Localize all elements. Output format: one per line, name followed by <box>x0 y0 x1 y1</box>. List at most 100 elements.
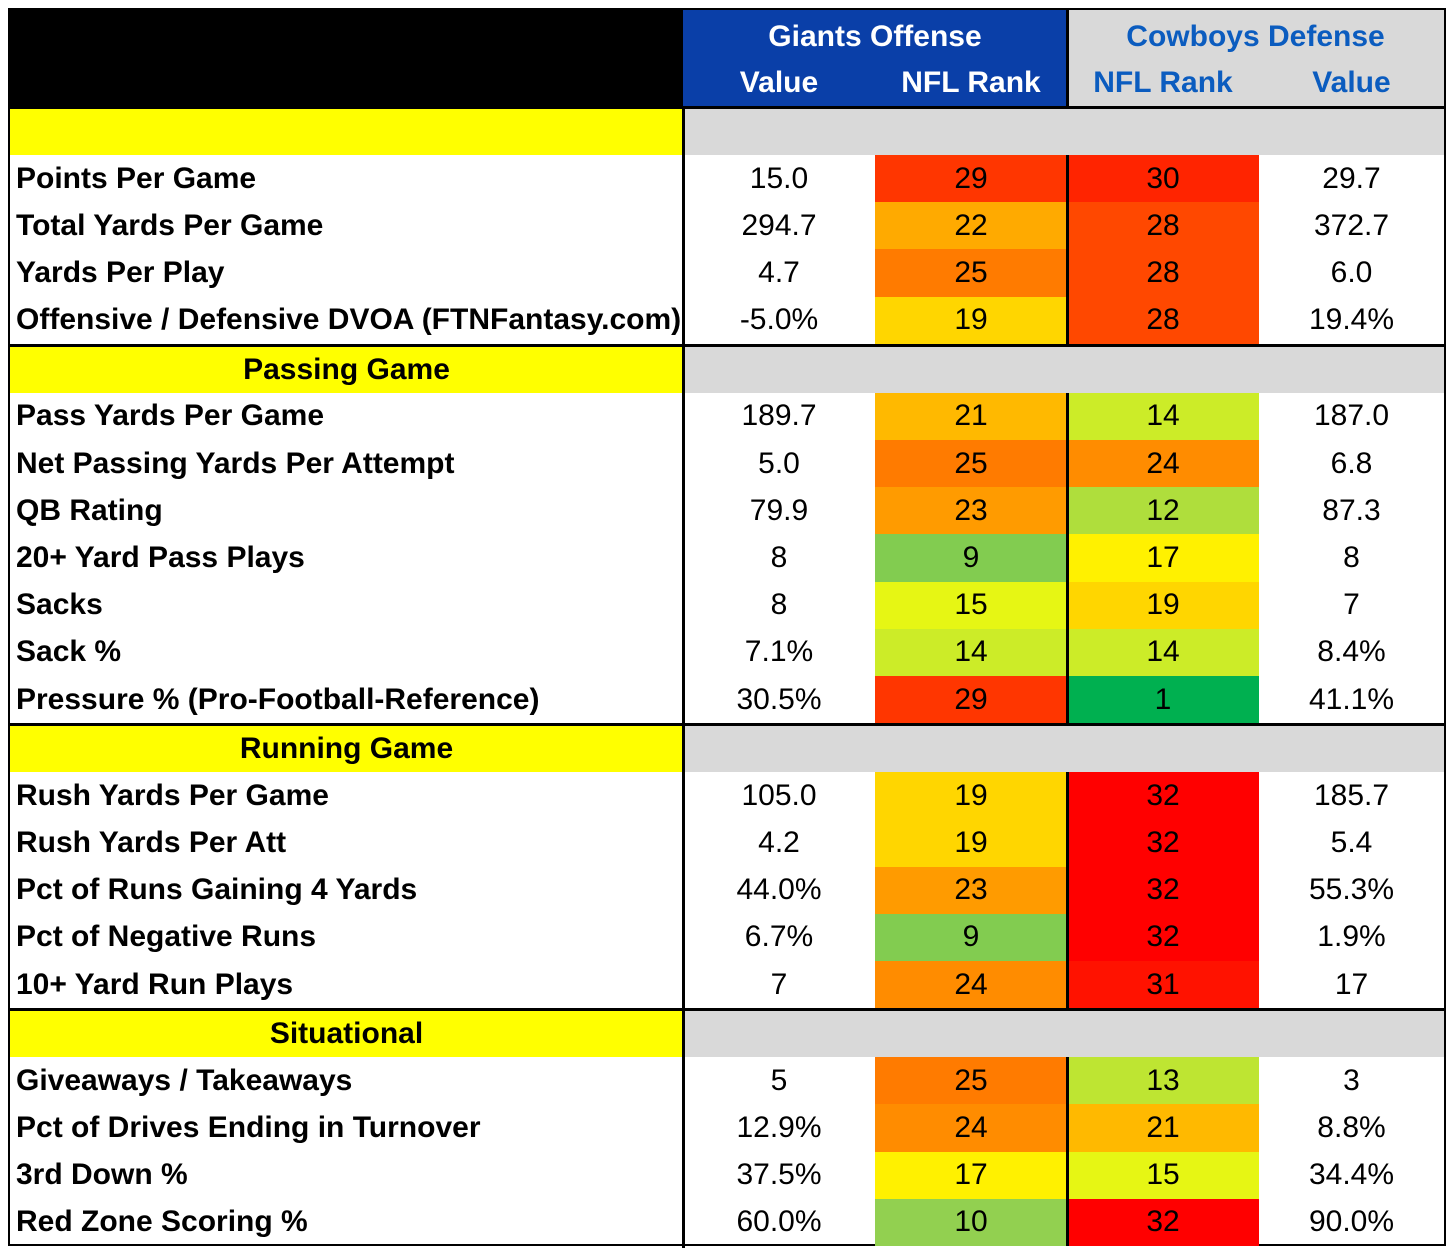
row-label: Sacks <box>16 588 103 622</box>
row-label: Pct of Runs Gaining 4 Yards <box>16 873 418 907</box>
off-value: 60.0% <box>736 1205 822 1239</box>
off-rank: 21 <box>875 392 1067 440</box>
row-label: Net Passing Yards Per Attempt <box>16 446 455 480</box>
def-rank: 32 <box>1067 772 1259 820</box>
def-value: 6.0 <box>1330 255 1373 289</box>
def-rank: 32 <box>1067 819 1259 867</box>
off-value: 15.0 <box>749 161 809 195</box>
off-value: 79.9 <box>749 493 809 527</box>
def-value: 41.1% <box>1308 682 1395 716</box>
comparison-table: Giants Offense Cowboys Defense Value NFL Ra… <box>8 8 1446 1248</box>
off-rank: 23 <box>875 487 1067 535</box>
row-label: Rush Yards Per Att <box>16 825 287 859</box>
off-value: 5 <box>770 1063 788 1097</box>
header-divider <box>10 106 1444 109</box>
off-rank: 17 <box>875 1151 1067 1199</box>
def-value: 3 <box>1343 1063 1360 1097</box>
def-rank: 28 <box>1067 296 1259 344</box>
section-title: Running Game <box>10 726 683 773</box>
off-rank: 24 <box>875 1104 1067 1152</box>
section-title <box>10 109 683 155</box>
def-rank: 15 <box>1067 1151 1259 1199</box>
off-value: 189.7 <box>741 399 817 433</box>
off-rank: 22 <box>875 202 1067 250</box>
off-value: -5.0% <box>739 303 819 337</box>
section-gray-band <box>683 346 1444 393</box>
off-rank: 15 <box>875 581 1067 629</box>
row-label: Total Yards Per Game <box>16 208 324 242</box>
off-rank: 14 <box>875 628 1067 676</box>
off-value: 37.5% <box>736 1158 822 1192</box>
row-label: Sack % <box>16 635 122 669</box>
row-label: Red Zone Scoring % <box>16 1205 308 1239</box>
row-label: Points Per Game <box>16 161 257 195</box>
def-value: 87.3 <box>1322 493 1381 527</box>
def-value: 55.3% <box>1308 873 1395 907</box>
row-label: Giveaways / Takeaways <box>16 1063 353 1097</box>
def-rank: 31 <box>1067 961 1259 1009</box>
header-blank <box>10 10 683 107</box>
row-label: Pct of Negative Runs <box>16 920 317 954</box>
def-rank: 24 <box>1067 440 1259 488</box>
def-value: 5.4 <box>1330 825 1373 859</box>
def-rank: 21 <box>1067 1104 1259 1152</box>
def-rank: 17 <box>1067 534 1259 582</box>
off-rank: 10 <box>875 1198 1067 1246</box>
rank-divider <box>1066 392 1069 724</box>
row-label: Pass Yards Per Game <box>16 399 324 433</box>
def-value: 19.4% <box>1308 303 1395 337</box>
header-giants-offense: Giants Offense <box>683 10 1067 58</box>
def-value: 34.4% <box>1308 1158 1395 1192</box>
row-label: QB Rating <box>16 493 163 527</box>
off-value: 7 <box>770 967 788 1001</box>
def-value: 8.4% <box>1317 635 1386 669</box>
off-value: 5.0 <box>758 446 800 480</box>
row-label: 3rd Down % <box>16 1158 188 1192</box>
def-value: 187.0 <box>1313 399 1390 433</box>
off-value: 6.7% <box>744 920 814 954</box>
def-value: 6.8 <box>1330 446 1373 480</box>
header-cowboys-defense: Cowboys Defense <box>1067 10 1444 58</box>
section-divider <box>10 723 1444 727</box>
def-rank: 32 <box>1067 866 1259 914</box>
off-rank: 19 <box>875 819 1067 867</box>
row-label: Yards Per Play <box>16 255 225 289</box>
def-value: 90.0% <box>1308 1205 1395 1239</box>
off-rank: 29 <box>875 155 1067 203</box>
row-label: 10+ Yard Run Plays <box>16 967 294 1001</box>
label-divider <box>682 107 685 1248</box>
off-rank: 24 <box>875 961 1067 1009</box>
rank-divider <box>1066 1057 1069 1246</box>
def-rank: 14 <box>1067 392 1259 440</box>
row-label: Pct of Drives Ending in Turnover <box>16 1110 481 1144</box>
off-value: 8 <box>770 540 788 574</box>
off-value: 105.0 <box>741 778 817 812</box>
off-rank: 23 <box>875 866 1067 914</box>
off-value: 8 <box>770 588 788 622</box>
rank-divider <box>1066 155 1069 344</box>
def-value: 7 <box>1343 588 1360 622</box>
off-rank: 19 <box>875 296 1067 344</box>
off-rank: 9 <box>875 913 1067 961</box>
off-value: 12.9% <box>736 1110 822 1144</box>
row-label: Offensive / Defensive DVOA (FTNFantasy.c… <box>16 303 682 337</box>
off-rank: 25 <box>875 249 1067 297</box>
def-value: 29.7 <box>1322 161 1381 195</box>
off-value: 294.7 <box>741 208 817 242</box>
def-rank: 32 <box>1067 913 1259 961</box>
rank-divider <box>1066 772 1069 1009</box>
off-rank: 25 <box>875 1057 1067 1105</box>
def-rank: 1 <box>1067 676 1259 724</box>
def-value: 8 <box>1343 540 1360 574</box>
def-value: 372.7 <box>1313 208 1390 242</box>
def-rank: 14 <box>1067 628 1259 676</box>
off-value: 4.2 <box>758 825 800 859</box>
header-group-divider <box>1066 10 1069 107</box>
section-divider <box>10 1008 1444 1012</box>
section-divider <box>10 343 1444 347</box>
section-gray-band <box>683 726 1444 773</box>
off-rank: 19 <box>875 772 1067 820</box>
header-off-value: Value <box>683 58 875 107</box>
off-value: 44.0% <box>736 873 822 907</box>
def-rank: 28 <box>1067 249 1259 297</box>
